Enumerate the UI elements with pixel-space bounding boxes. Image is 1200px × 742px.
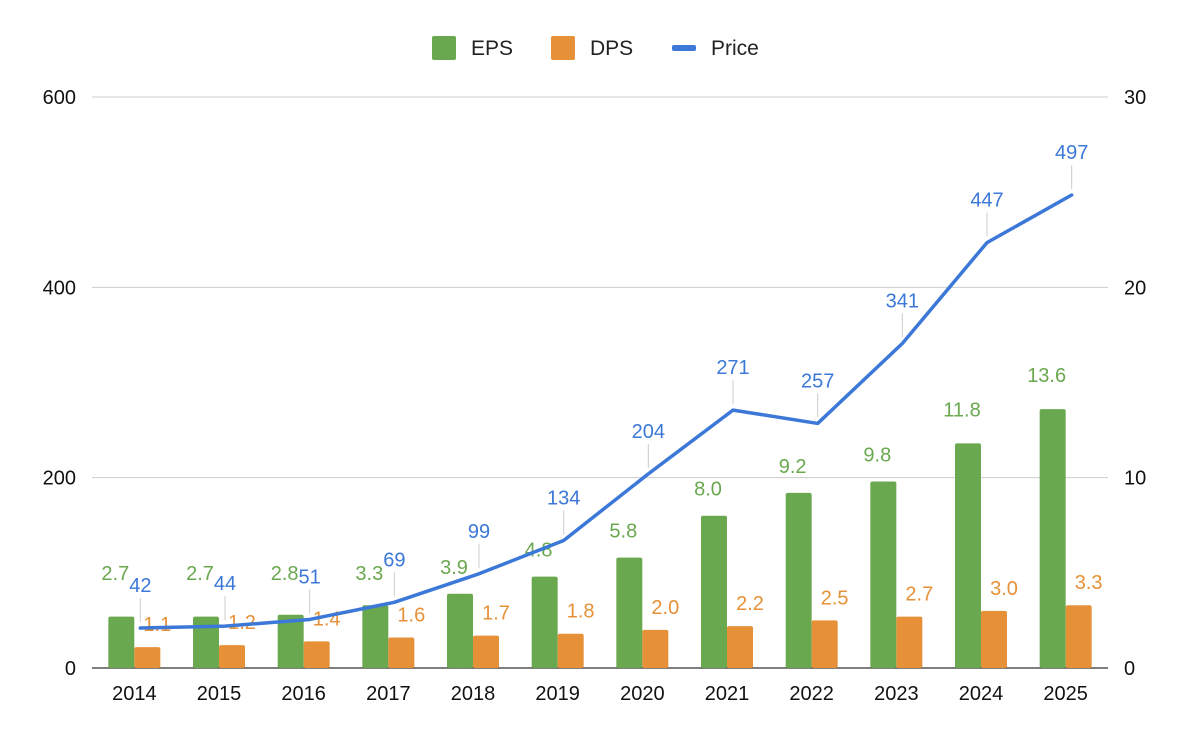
y-left-tick-label: 0 <box>65 658 76 680</box>
bar-eps <box>1039 409 1066 668</box>
data-label-dps: 2.0 <box>651 597 679 619</box>
data-label-price: 134 <box>547 487 580 509</box>
data-label-eps: 11.8 <box>943 399 980 421</box>
bar-dps <box>303 641 330 668</box>
legend-label: EPS <box>471 37 513 60</box>
legend-swatch <box>672 45 696 51</box>
bar-eps <box>955 443 981 668</box>
bar-dps <box>473 635 499 668</box>
x-tick-label: 2014 <box>112 683 157 705</box>
data-label-eps: 2.8 <box>271 563 299 585</box>
bar-dps <box>388 637 415 668</box>
x-tick-label: 2016 <box>281 683 326 705</box>
data-label-dps: 2.7 <box>905 584 933 606</box>
data-labels: 2.7 2.7 2.8 3.3 3.94.85.88.09.29.811.813.61.… <box>101 142 1102 636</box>
data-label-eps: 9.8 <box>863 444 891 466</box>
bar-dps <box>1065 605 1092 668</box>
line-price <box>138 193 1074 630</box>
x-tick-label: 2024 <box>959 683 1004 705</box>
data-label-eps: 3.9 <box>440 557 468 579</box>
bar-dps <box>219 645 245 668</box>
legend-label: DPS <box>590 37 633 60</box>
data-label-dps: 3.3 <box>1075 572 1103 594</box>
y-left-tick-label: 200 <box>43 468 76 490</box>
legend-item-eps: EPS <box>432 36 513 60</box>
legend-item-dps: DPS <box>551 36 633 60</box>
data-label-price: 42 <box>129 575 151 597</box>
y-left-tick-label: 600 <box>43 87 76 109</box>
y-right-tick-label: 20 <box>1124 277 1146 299</box>
data-label-eps: 9.2 <box>779 456 807 478</box>
bars <box>108 409 1092 668</box>
data-label-eps: 2.7 <box>101 563 129 585</box>
legend: EPS DPS Price <box>432 36 759 60</box>
bar-eps <box>701 515 727 668</box>
data-label-eps: 2.7 <box>186 563 214 585</box>
bar-eps <box>531 576 558 668</box>
x-tick-label: 2018 <box>451 683 496 705</box>
bar-eps <box>108 616 135 668</box>
data-label-price: 99 <box>468 521 490 543</box>
data-label-price: 204 <box>632 421 665 443</box>
y-right-tick-label: 30 <box>1124 87 1146 109</box>
data-label-eps: 5.8 <box>609 521 637 543</box>
data-label-price: 44 <box>214 573 236 595</box>
x-tick-label: 2023 <box>874 683 919 705</box>
bar-dps <box>811 620 838 668</box>
bar-dps <box>642 629 669 668</box>
data-label-price: 51 <box>299 566 321 588</box>
bar-eps <box>193 616 219 668</box>
data-label-price: 497 <box>1055 142 1088 164</box>
data-label-dps: 2.5 <box>821 587 849 609</box>
x-tick-label: 2025 <box>1043 683 1088 705</box>
x-tick-label: 2021 <box>705 683 750 705</box>
data-label-price: 271 <box>716 357 749 379</box>
data-label-eps: 3.3 <box>355 563 383 585</box>
legend-item-price: Price <box>672 37 759 60</box>
bar-eps <box>447 593 473 668</box>
gridlines <box>92 96 1108 479</box>
data-label-dps: 1.8 <box>567 601 595 623</box>
legend-label: Price <box>711 37 759 60</box>
bar-eps <box>362 605 389 668</box>
bar-eps <box>870 481 897 668</box>
bar-dps <box>981 610 1007 668</box>
bar-eps <box>616 557 643 668</box>
data-label-eps: 13.6 <box>1027 365 1066 387</box>
data-label-price: 341 <box>886 290 919 312</box>
bar-dps <box>134 647 161 668</box>
bar-eps <box>785 492 812 668</box>
bar-dps <box>727 626 753 668</box>
bar-dps <box>557 633 584 668</box>
data-label-eps: 8.0 <box>694 479 722 501</box>
data-label-dps: 1.6 <box>397 605 425 627</box>
legend-swatch <box>432 36 456 60</box>
x-tick-label: 2017 <box>366 683 411 705</box>
x-tick-label: 2019 <box>535 683 580 705</box>
data-label-dps: 1.1 <box>143 614 171 636</box>
data-label-price: 447 <box>970 190 1003 212</box>
bar-dps <box>896 616 923 668</box>
data-label-dps: 1.7 <box>482 603 510 625</box>
data-label-dps: 2.2 <box>736 593 764 615</box>
legend-swatch <box>551 36 575 60</box>
y-right-tick-label: 0 <box>1124 658 1135 680</box>
x-tick-label: 2022 <box>789 683 834 705</box>
data-label-price: 69 <box>383 549 405 571</box>
bar-eps <box>277 614 304 668</box>
data-label-price: 257 <box>801 370 834 392</box>
x-tick-label: 2015 <box>197 683 242 705</box>
y-right-tick-label: 10 <box>1124 468 1146 490</box>
x-tick-label: 2020 <box>620 683 665 705</box>
y-left-tick-label: 400 <box>43 277 76 299</box>
data-label-dps: 3.0 <box>990 578 1018 600</box>
